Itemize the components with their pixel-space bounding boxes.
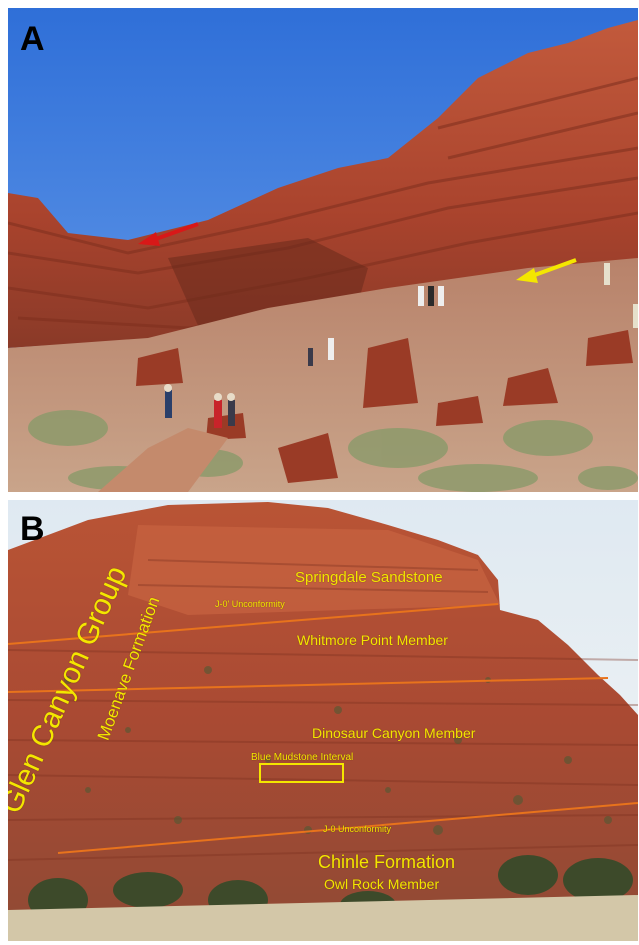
panel-label-b: B xyxy=(20,510,45,548)
dinosaur-canyon-member-label: Dinosaur Canyon Member xyxy=(312,725,476,741)
red-sandstone-cliff xyxy=(8,20,638,348)
dry-grass xyxy=(8,895,638,941)
j0-prime-unconformity-line xyxy=(8,603,499,645)
owl-rock-member-label: Owl Rock Member xyxy=(324,876,440,892)
canyon-photo-a xyxy=(8,8,638,492)
cliff-bedding xyxy=(8,559,638,861)
hikers xyxy=(164,263,638,428)
boulders xyxy=(136,330,633,483)
chinle-formation-label: Chinle Formation xyxy=(318,852,456,872)
cliff-photo-b xyxy=(8,500,638,941)
talus-slope xyxy=(8,258,638,492)
member-contact-line xyxy=(8,677,609,693)
j0-unconformity-label: J-0 Unconformity xyxy=(323,824,392,834)
j0-unconformity-line xyxy=(57,802,638,854)
blue-mudstone-box xyxy=(259,763,344,783)
yellow-arrow xyxy=(516,258,577,283)
photo-panel-a: A xyxy=(8,8,638,492)
trail xyxy=(98,428,228,492)
j0-prime-unconformity-label: J-0' Unconformity xyxy=(215,599,285,609)
contact-lines xyxy=(8,603,638,854)
whitmore-point-member-label: Whitmore Point Member xyxy=(297,632,448,648)
mesa-cliff xyxy=(8,502,638,941)
springdale-sandstone-label: Springdale Sandstone xyxy=(295,569,443,586)
caprock xyxy=(128,525,500,615)
photo-panel-b: B Glen Canyon Group Moenave Formation Sp… xyxy=(8,500,638,941)
blue-mudstone-interval-label: Blue Mudstone Interval xyxy=(251,752,354,763)
panel-label-a: A xyxy=(20,20,45,58)
juniper-shrubs xyxy=(64,666,612,835)
red-arrow xyxy=(138,222,199,246)
